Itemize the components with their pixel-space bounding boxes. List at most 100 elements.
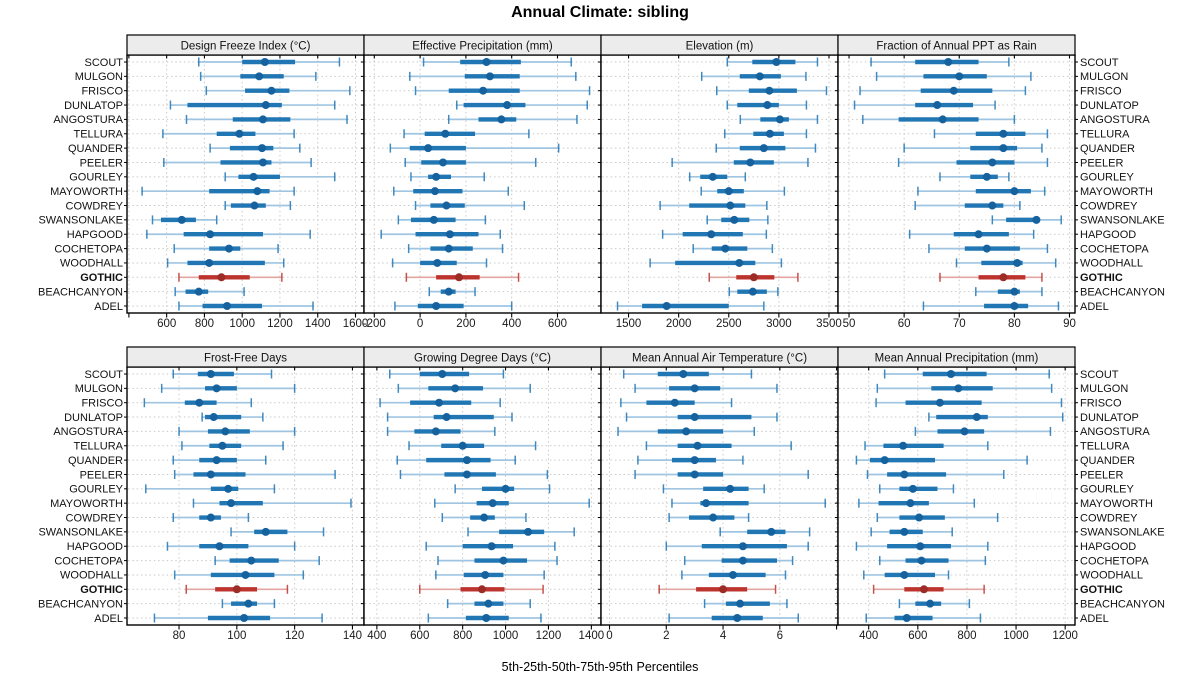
x-tick-label: 1000 (229, 318, 255, 330)
percentile-row-scout (172, 369, 273, 379)
median-dot (480, 513, 489, 522)
percentile-row-quander (396, 455, 516, 465)
median-dot (935, 398, 944, 407)
percentile-row-cochetopa (214, 556, 320, 566)
percentile-row-tellura (724, 129, 808, 139)
median-dot (430, 187, 439, 196)
median-dot (726, 484, 735, 493)
station-label-left-frisco: FRISCO (81, 398, 123, 410)
median-dot (728, 570, 737, 579)
percentile-row-swansonlake (230, 527, 325, 537)
median-dot (724, 187, 733, 196)
station-label-left-tellura: TELLURA (73, 441, 123, 453)
x-tick-label: 80 (173, 630, 186, 642)
percentile-row-gothic (872, 584, 985, 594)
percentile-row-woodhall (435, 570, 545, 580)
percentile-row-cowdrey (441, 513, 527, 523)
median-dot (919, 585, 928, 594)
median-dot (524, 527, 533, 536)
median-dot (258, 158, 267, 167)
station-label-left-dunlatop: DUNLATOP (64, 412, 123, 424)
median-dot (733, 614, 742, 622)
percentile-row-cochetopa (683, 556, 794, 566)
median-dot (960, 427, 969, 436)
median-dot (746, 158, 755, 167)
station-label-right-cowdrey: COWDREY (1080, 512, 1138, 524)
median-dot (738, 556, 747, 565)
median-dot (972, 413, 981, 422)
percentile-row-swansonlake (719, 527, 811, 537)
percentile-row-scout (883, 369, 1050, 379)
station-label-right-swansonlake: SWANSONLAKE (1080, 215, 1165, 227)
x-tick-label: 50 (843, 318, 856, 330)
median-dot (949, 86, 958, 95)
percentile-row-frisco (205, 86, 351, 96)
median-dot (709, 513, 718, 522)
median-dot (487, 542, 496, 551)
percentile-row-gothic (939, 272, 1043, 282)
panel-frost-free-days: 80 100 120 140 Frost-Free Days (124, 346, 367, 642)
station-label-right-gothic: GOTHIC (1080, 272, 1123, 284)
median-dot (177, 215, 186, 224)
median-dot (431, 427, 440, 436)
median-dot (218, 441, 227, 450)
percentile-row-woodhall (173, 570, 305, 580)
percentile-row-cochetopa (692, 244, 774, 254)
median-dot (1010, 287, 1019, 296)
x-tick-label: 2 (663, 630, 669, 642)
percentile-row-mulgon (397, 383, 531, 393)
station-label-right-peeler: PEELER (1080, 157, 1123, 169)
percentile-row-mayoworth (671, 498, 826, 508)
median-dot (1013, 258, 1022, 267)
percentile-row-swansonlake (991, 215, 1062, 225)
percentile-row-tellura (162, 129, 295, 139)
median-dot (982, 244, 991, 253)
percentile-row-quander (855, 455, 1028, 465)
x-tick-label: 100 (227, 630, 246, 642)
median-dot (433, 258, 442, 267)
percentile-row-gourley (688, 172, 747, 182)
median-dot (988, 158, 997, 167)
x-tick-label: 2500 (716, 318, 742, 330)
station-label-left-cochetopa: COCHETOPA (54, 243, 123, 255)
percentile-row-beachcanyon (898, 599, 971, 609)
median-dot (955, 72, 964, 81)
median-dot (217, 273, 226, 282)
station-label-left-angostura: ANGOSTURA (53, 426, 123, 438)
median-dot (682, 427, 691, 436)
station-label-right-quander: QUANDER (1080, 455, 1135, 467)
median-dot (974, 230, 983, 239)
strip-title: Frost-Free Days (204, 353, 287, 365)
percentile-row-woodhall (863, 570, 950, 580)
station-label-left-woodhall: WOODHALL (60, 258, 123, 270)
x-tick-label: 200 (456, 318, 475, 330)
median-dot (435, 398, 444, 407)
median-dot (224, 244, 233, 253)
median-dot (900, 527, 909, 536)
station-label-left-adel: ADEL (94, 613, 123, 625)
percentile-row-scout (622, 369, 753, 379)
median-dot (255, 72, 264, 81)
median-dot (690, 413, 699, 422)
station-label-right-dunlatop: DUNLATOP (1080, 412, 1139, 424)
median-dot (209, 413, 218, 422)
station-label-right-gothic: GOTHIC (1080, 584, 1123, 596)
x-tick-label: 600 (908, 630, 927, 642)
percentile-row-adel (865, 613, 982, 623)
median-dot (455, 273, 464, 282)
x-tick-label: 140 (343, 630, 362, 642)
percentile-row-quander (637, 455, 744, 465)
percentile-row-quander (209, 143, 301, 153)
percentile-row-peeler (671, 157, 809, 167)
median-dot (439, 158, 447, 167)
median-dot (482, 58, 491, 66)
x-tick-label: 1500 (616, 318, 642, 330)
percentile-row-hapgood (908, 229, 1035, 239)
median-dot (482, 614, 491, 622)
x-tick-label: 4 (720, 630, 727, 642)
station-label-right-frisco: FRISCO (1080, 398, 1122, 410)
median-dot (721, 244, 730, 253)
percentile-row-cochetopa (928, 244, 1049, 254)
station-label-right-cochetopa: COCHETOPA (1080, 555, 1149, 567)
median-dot (501, 484, 510, 493)
